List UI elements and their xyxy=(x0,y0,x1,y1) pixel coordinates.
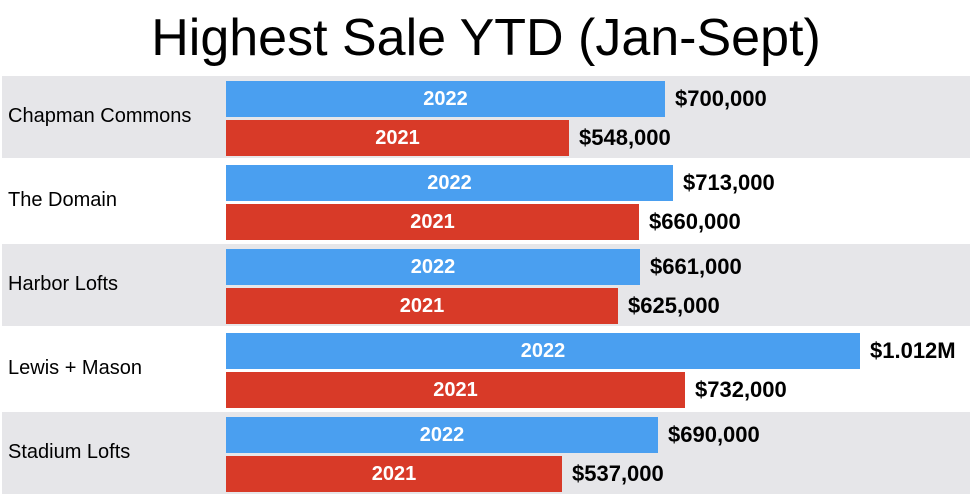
value-label: $660,000 xyxy=(649,209,741,234)
bar-2021: 2021 xyxy=(226,204,639,240)
bar-2022: 2022 xyxy=(226,165,673,201)
category-row: Stadium Lofts 2022 $690,000 2021 $537,000 xyxy=(2,412,970,494)
bar-2021: 2021 xyxy=(226,120,569,156)
value-label: $732,000 xyxy=(695,377,787,402)
value-label: $537,000 xyxy=(572,461,664,486)
category-label: Lewis + Mason xyxy=(8,357,142,379)
category-label: Chapman Commons xyxy=(8,105,192,127)
bar-2021: 2021 xyxy=(226,372,685,408)
bar-2022: 2022 xyxy=(226,81,665,117)
category-row: Lewis + Mason 2022 $1.012M 2021 $732,000 xyxy=(2,328,970,410)
category-label: Harbor Lofts xyxy=(8,273,119,295)
category-label: The Domain xyxy=(8,189,117,211)
bar-2021: 2021 xyxy=(226,456,562,492)
bar-2021: 2021 xyxy=(226,288,618,324)
category-row: Chapman Commons 2022 $700,000 2021 $548,000 xyxy=(2,76,970,158)
value-label: $690,000 xyxy=(668,422,760,447)
category-row: The Domain 2022 $713,000 2021 $660,000 xyxy=(2,160,970,242)
value-label: $1.012M xyxy=(870,338,956,363)
category-row: Harbor Lofts 2022 $661,000 2021 $625,000 xyxy=(2,244,970,326)
bar-2022: 2022 xyxy=(226,417,658,453)
value-label: $700,000 xyxy=(675,86,767,111)
bar-2022: 2022 xyxy=(226,333,860,369)
value-label: $713,000 xyxy=(683,170,775,195)
value-label: $661,000 xyxy=(650,254,742,279)
value-label: $548,000 xyxy=(579,125,671,150)
chart-title: Highest Sale YTD (Jan-Sept) xyxy=(151,9,821,67)
category-label: Stadium Lofts xyxy=(8,441,131,463)
value-label: $625,000 xyxy=(628,293,720,318)
bar-2022: 2022 xyxy=(226,249,640,285)
